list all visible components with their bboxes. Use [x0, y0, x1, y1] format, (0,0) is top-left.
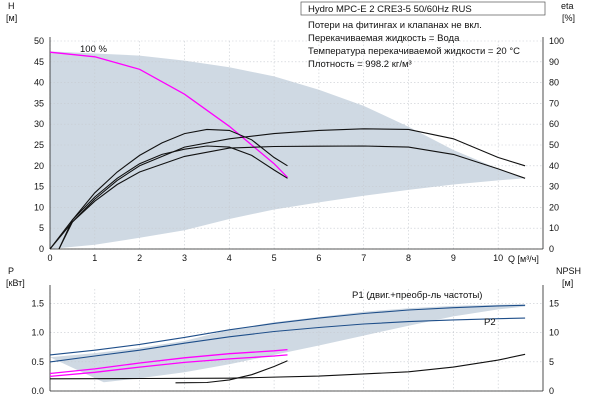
power-npsh-plot: 0.0 0.5 1.0 1.5 0 5 10 15: [31, 285, 559, 396]
y-tick-label-left: 50: [34, 36, 44, 46]
x-tick-label: 8: [406, 253, 411, 263]
power_100-curve: [49, 348, 288, 375]
y-tick-label-right: 90: [549, 57, 559, 67]
y-tick-label-right: 50: [549, 140, 559, 150]
y-axis-right-unit: [%]: [562, 13, 575, 23]
y-tick-label-left: 0: [39, 244, 44, 254]
efficiency-curve: [58, 128, 526, 250]
y-tick-label-left: 35: [34, 98, 44, 108]
x-tick-label: 9: [451, 253, 456, 263]
npsh-curve: [175, 360, 288, 384]
y-tick-label-left: 15: [34, 182, 44, 192]
y-tick-label-right: 40: [549, 161, 559, 171]
y-tick-label-left: 1.0: [31, 328, 44, 338]
y-tick-label-right: 0: [549, 386, 554, 396]
x-tick-label: 3: [182, 253, 187, 263]
x-tick-label: 2: [137, 253, 142, 263]
y-tick-label-left: 5: [39, 223, 44, 233]
label-p2: P2: [484, 317, 496, 328]
y-tick-label-left: 45: [34, 57, 44, 67]
head-efficiency-plot: 0510152025303540455001020304050607080901…: [34, 36, 564, 263]
x-tick-label: 10: [493, 253, 503, 263]
chart-title: Hydro MPC-E 2 CRE3-5 50/60Hz RUS: [308, 4, 472, 15]
y-tick-label-right: 70: [549, 98, 559, 108]
label-p1: P1 (двиг.+преобр-ль частоты): [352, 290, 482, 301]
y-tick-label-left: 25: [34, 140, 44, 150]
y-tick-label-left: 10: [34, 202, 44, 212]
efficiency-curve: [49, 145, 526, 250]
note-losses: Потери на фитингах и клапанах не вкл.: [308, 20, 482, 31]
y-axis-left-label: H: [8, 1, 15, 11]
curve-annotation-100: 100 %: [80, 44, 107, 55]
efficiency-curve: [58, 128, 288, 250]
y-tick-label-left: 30: [34, 119, 44, 129]
x-tick-label: 6: [316, 253, 321, 263]
x-tick-label: 7: [361, 253, 366, 263]
x-tick-label: 5: [272, 253, 277, 263]
head-curve: [49, 51, 288, 178]
y-tick-label-right: 30: [549, 182, 559, 192]
y-tick-label-right: 80: [549, 78, 559, 88]
y-tick-label-left: 20: [34, 161, 44, 171]
y-tick-label-left: 0.5: [31, 357, 44, 367]
power-curve: [49, 317, 526, 363]
title-box: [300, 1, 546, 16]
y-tick-label-right: 10: [549, 328, 559, 338]
note-density: Плотность = 998.2 кг/м³: [308, 59, 412, 70]
y-axis-right-label: eta: [561, 1, 574, 11]
power-axis-label: P: [8, 266, 14, 276]
y-tick-label-left: 40: [34, 78, 44, 88]
y-tick-label-right: 15: [549, 299, 559, 309]
power-curve: [49, 304, 526, 356]
note-temperature: Температура перекачиваемой жидкости = 20…: [308, 46, 520, 57]
power-axis-unit: [кВт]: [6, 278, 25, 288]
y-tick-label-right: 20: [549, 202, 559, 212]
y-tick-label-right: 10: [549, 223, 559, 233]
note-liquid: Перекачиваемая жидкость = Вода: [308, 33, 460, 44]
y-tick-label-right: 0: [549, 244, 554, 254]
x-tick-label: 1: [92, 253, 97, 263]
y-axis-left-unit: [м]: [6, 13, 17, 23]
x-tick-label: 0: [47, 253, 52, 263]
x-axis-label: Q [м³/ч]: [508, 254, 539, 264]
npsh-axis-unit: [м]: [562, 278, 573, 288]
operating-range-band: [50, 51, 526, 250]
npsh-curve: [49, 353, 526, 380]
power_100-curve: [49, 354, 288, 378]
y-tick-label-left: 1.5: [31, 299, 44, 309]
y-tick-label-right: 5: [549, 357, 554, 367]
y-tick-label-left: 0.0: [31, 386, 44, 396]
y-tick-label-right: 100: [549, 36, 564, 46]
operating-range-band: [50, 304, 526, 383]
y-tick-label-right: 60: [549, 119, 559, 129]
x-tick-label: 4: [227, 253, 232, 263]
npsh-axis-label: NPSH: [556, 266, 581, 276]
